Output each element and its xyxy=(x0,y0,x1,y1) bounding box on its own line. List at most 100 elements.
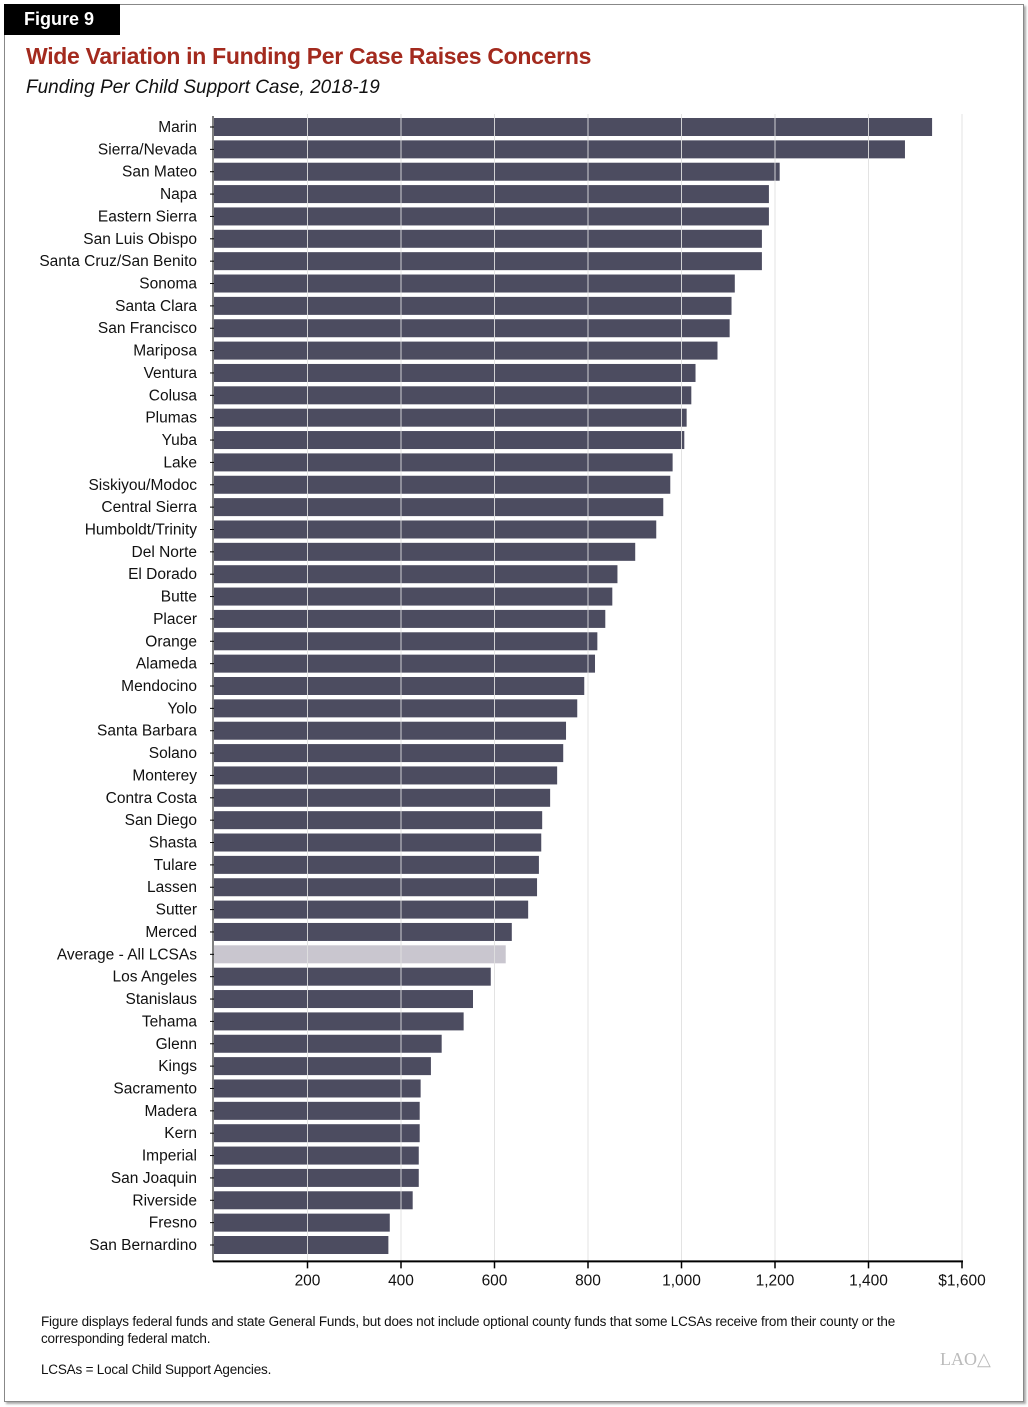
category-label: Colusa xyxy=(149,387,198,404)
bar xyxy=(214,1012,464,1031)
bar xyxy=(214,431,685,450)
x-tick-label: 1,400 xyxy=(849,1272,888,1289)
category-label: Santa Cruz/San Benito xyxy=(39,253,197,270)
bar xyxy=(214,1101,420,1120)
category-label: Solano xyxy=(149,745,197,762)
category-label: Santa Barbara xyxy=(97,723,197,740)
abbreviation-note: LCSAs = Local Child Support Agencies. xyxy=(41,1362,272,1377)
bar xyxy=(214,1034,442,1053)
footnote: Figure displays federal funds and state … xyxy=(41,1314,896,1346)
bar xyxy=(214,744,564,763)
category-label: Shasta xyxy=(149,835,198,852)
category-label: Imperial xyxy=(142,1148,197,1165)
category-label: Placer xyxy=(153,611,197,628)
category-label: Tehama xyxy=(142,1013,198,1030)
category-label: San Diego xyxy=(125,812,197,829)
bar xyxy=(214,319,730,338)
bar xyxy=(214,632,598,651)
category-label: Sutter xyxy=(156,902,197,919)
figure-frame xyxy=(4,4,1024,1402)
category-label: Santa Clara xyxy=(115,298,197,315)
bar-chart: Marin Sierra/Nevada San Mateo Napa Eastern S… xyxy=(39,114,986,1289)
category-label: Ventura xyxy=(144,365,198,382)
category-label: Eastern Sierra xyxy=(98,208,197,225)
category-label: Butte xyxy=(161,589,197,606)
category-label: San Luis Obispo xyxy=(83,231,197,248)
bar xyxy=(214,542,636,561)
lao-logo: LAO△ xyxy=(940,1349,991,1369)
bar xyxy=(214,609,606,628)
bar xyxy=(214,408,687,427)
category-label: Lake xyxy=(163,454,197,471)
category-label: El Dorado xyxy=(128,566,197,583)
category-label: Average - All LCSAs xyxy=(57,946,197,963)
bar xyxy=(214,229,762,248)
x-tick-label: 1,000 xyxy=(662,1272,701,1289)
bar xyxy=(214,498,664,517)
category-label: Merced xyxy=(145,924,197,941)
bar xyxy=(214,677,585,695)
bar xyxy=(214,520,657,539)
bar xyxy=(214,1168,419,1187)
category-label: Mariposa xyxy=(133,343,197,360)
bar xyxy=(214,1236,389,1254)
x-tick-label: 1,200 xyxy=(756,1272,795,1289)
category-label: Fresno xyxy=(149,1215,197,1232)
chart-subtitle: Funding Per Child Support Case, 2018-19 xyxy=(26,77,380,98)
category-label: San Francisco xyxy=(98,320,197,337)
category-label: Sacramento xyxy=(113,1080,197,1097)
bar xyxy=(214,699,578,718)
category-label: Plumas xyxy=(145,410,197,427)
x-tick-label: $1,600 xyxy=(938,1272,986,1289)
bar xyxy=(214,855,539,874)
bar xyxy=(214,766,558,785)
category-label: Napa xyxy=(160,186,197,203)
category-label: Mendocino xyxy=(121,678,197,695)
bar xyxy=(214,453,673,472)
bar xyxy=(214,185,769,204)
category-label: Los Angeles xyxy=(113,969,198,986)
bar xyxy=(214,274,735,293)
category-label: Tulare xyxy=(154,857,197,874)
bar xyxy=(214,990,473,1009)
category-label: Monterey xyxy=(132,767,197,784)
bar xyxy=(214,967,491,986)
category-label: Kern xyxy=(164,1125,197,1142)
bar xyxy=(214,587,613,606)
bar xyxy=(214,565,618,584)
bar xyxy=(214,363,696,382)
bar xyxy=(214,878,538,897)
category-label: Yolo xyxy=(167,700,197,717)
category-label: Del Norte xyxy=(132,544,197,561)
bar xyxy=(214,788,551,807)
category-label: Madera xyxy=(144,1103,197,1120)
category-label: Kings xyxy=(158,1058,197,1075)
bar xyxy=(214,1146,419,1165)
category-label: Stanislaus xyxy=(125,991,197,1008)
category-label: Sonoma xyxy=(139,276,197,293)
bar xyxy=(214,654,596,673)
chart-title: Wide Variation in Funding Per Case Raise… xyxy=(26,43,592,69)
category-label: San Mateo xyxy=(122,164,197,181)
x-tick-label: 600 xyxy=(482,1272,508,1289)
category-label: Alameda xyxy=(136,656,198,673)
bar xyxy=(214,922,512,941)
category-label: Sierra/Nevada xyxy=(98,141,197,158)
bar xyxy=(214,386,692,405)
bar xyxy=(214,140,905,159)
bar xyxy=(214,1079,421,1098)
bar xyxy=(214,1124,420,1143)
bar xyxy=(214,252,762,271)
category-label: Orange xyxy=(145,633,197,650)
x-tick-label: 200 xyxy=(295,1272,321,1289)
bar xyxy=(214,475,671,494)
bar xyxy=(214,162,780,181)
category-label: Siskiyou/Modoc xyxy=(88,477,197,494)
category-label: Marin xyxy=(158,119,197,136)
bar xyxy=(214,1213,390,1232)
category-label: San Joaquin xyxy=(111,1170,197,1187)
category-label: Central Sierra xyxy=(101,499,197,516)
category-label: Contra Costa xyxy=(106,790,198,807)
bar xyxy=(214,1191,413,1210)
category-label: Humboldt/Trinity xyxy=(85,521,198,538)
